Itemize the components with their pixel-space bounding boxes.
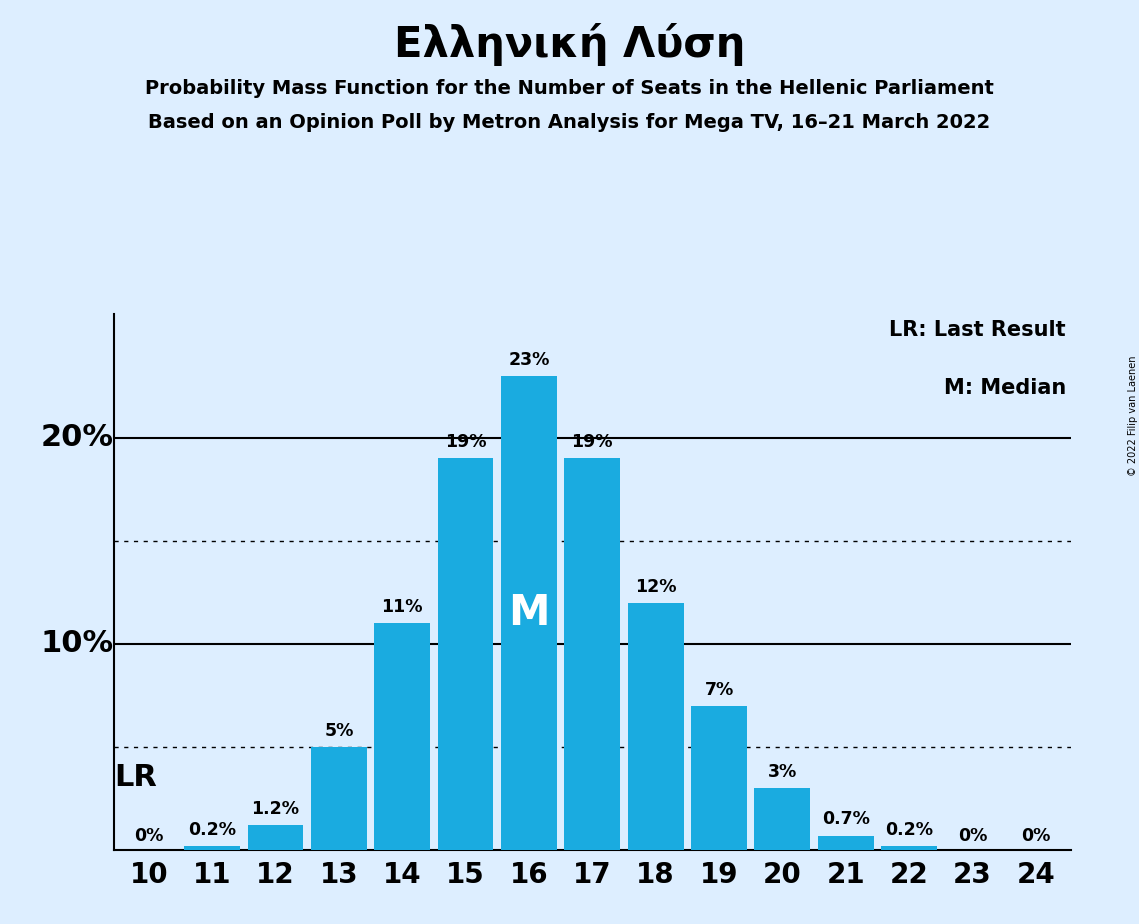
Text: 19%: 19% <box>445 433 486 451</box>
Text: 10%: 10% <box>41 629 114 659</box>
Text: 1.2%: 1.2% <box>252 800 300 818</box>
Bar <box>375 624 431 850</box>
Bar <box>247 825 303 850</box>
Text: 23%: 23% <box>508 351 550 369</box>
Text: Based on an Opinion Poll by Metron Analysis for Mega TV, 16–21 March 2022: Based on an Opinion Poll by Metron Analy… <box>148 113 991 132</box>
Bar <box>311 747 367 850</box>
Text: 20%: 20% <box>41 423 114 453</box>
Text: 0.7%: 0.7% <box>822 810 870 829</box>
Bar <box>818 835 874 850</box>
Text: 0%: 0% <box>958 827 988 845</box>
Text: Probability Mass Function for the Number of Seats in the Hellenic Parliament: Probability Mass Function for the Number… <box>145 79 994 98</box>
Text: 0%: 0% <box>134 827 163 845</box>
Text: 0.2%: 0.2% <box>188 821 236 839</box>
Text: M: Median: M: Median <box>943 379 1066 398</box>
Bar <box>565 458 620 850</box>
Bar <box>185 846 240 850</box>
Text: LR: LR <box>114 763 157 793</box>
Text: M: M <box>508 592 550 634</box>
Bar <box>882 846 937 850</box>
Text: 0.2%: 0.2% <box>885 821 933 839</box>
Text: 12%: 12% <box>634 578 677 596</box>
Text: 11%: 11% <box>382 598 423 616</box>
Text: © 2022 Filip van Laenen: © 2022 Filip van Laenen <box>1129 356 1138 476</box>
Text: Ελληνική Λύση: Ελληνική Λύση <box>394 23 745 67</box>
Text: 19%: 19% <box>572 433 613 451</box>
Text: 0%: 0% <box>1022 827 1050 845</box>
Text: LR: Last Result: LR: Last Result <box>890 320 1066 339</box>
Text: 7%: 7% <box>704 681 734 699</box>
Bar <box>501 376 557 850</box>
Text: 3%: 3% <box>768 763 797 781</box>
Text: 5%: 5% <box>325 722 353 740</box>
Bar <box>754 788 810 850</box>
Bar <box>628 602 683 850</box>
Bar <box>437 458 493 850</box>
Bar <box>691 706 747 850</box>
